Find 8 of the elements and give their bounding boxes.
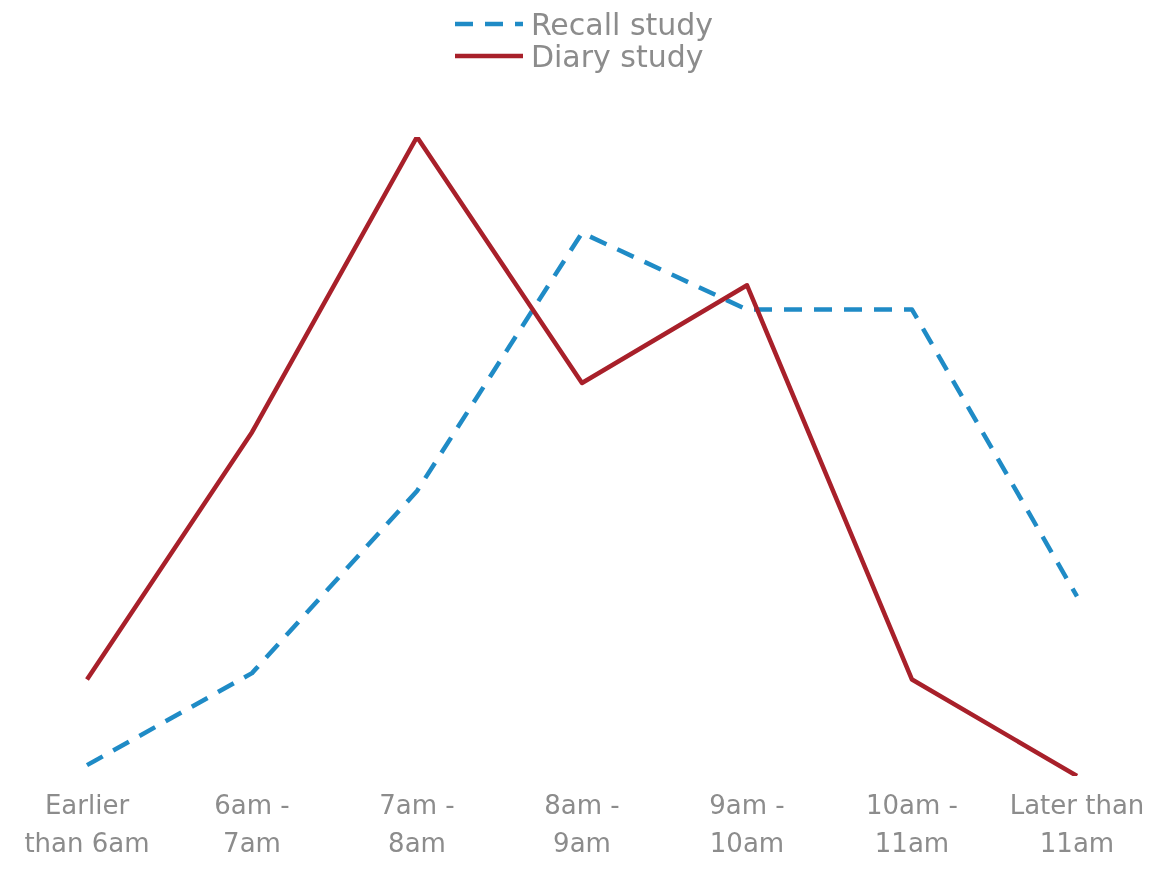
legend-label: Recall study xyxy=(530,6,714,42)
x-tick-label: Earlier than 6am xyxy=(24,790,150,858)
x-tick-label: 8am - 9am xyxy=(544,790,620,858)
x-tick-label: 6am - 7am xyxy=(214,790,290,858)
x-tick-label: 9am - 10am xyxy=(709,790,785,858)
x-tick-label: Later than 11am xyxy=(1009,790,1145,858)
x-tick-label: 7am - 8am xyxy=(379,790,455,858)
x-tick-label: 10am - 11am xyxy=(866,790,958,858)
